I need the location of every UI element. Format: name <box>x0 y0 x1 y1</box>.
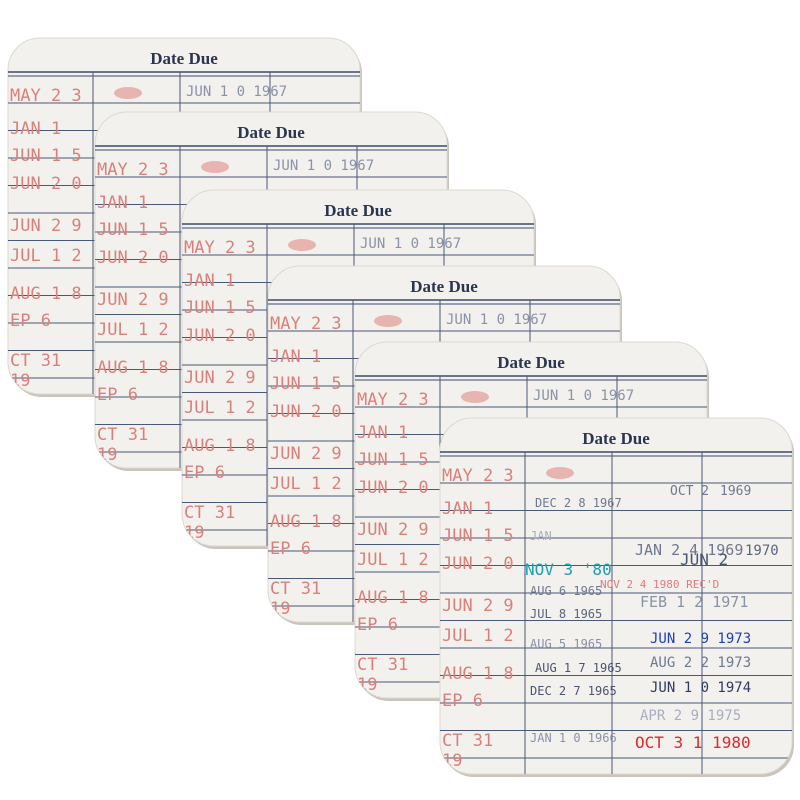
date-stamp: JUN 2 0 <box>357 478 429 498</box>
date-stamp: JUL 1 2 <box>270 474 342 494</box>
date-stamp: JAN 2 4 1969 <box>635 541 743 559</box>
date-stamp: JUN 2 <box>680 550 728 569</box>
date-stamp: CT 31 <box>97 425 148 445</box>
date-stamp: JAN 1 <box>270 347 321 367</box>
coaster: Date Due MAY 2 3 JAN 1 JUN 1 5 JUN 2 0 JUN 2 … <box>439 417 794 777</box>
date-stamp: CT 31 <box>442 731 493 751</box>
date-stamp: JUN 1 0 1967 <box>446 312 547 328</box>
date-stamp: JUN 2 9 <box>97 290 169 310</box>
date-stamp: 1969 <box>720 484 751 499</box>
date-stamp: JUN 2 9 <box>357 520 429 540</box>
card-title: Date Due <box>237 123 305 142</box>
date-stamp: JAN 1 <box>357 423 408 443</box>
date-stamp: JUN 1 0 1967 <box>533 388 634 404</box>
date-stamp: JUL 8 1965 <box>530 607 602 621</box>
date-stamp: EP 6 <box>270 539 311 559</box>
date-stamp: AUG 5 1965 <box>530 637 602 651</box>
date-stamp: JUN 1 5 <box>97 220 169 240</box>
date-stamp: JUN 2 0 <box>270 402 342 422</box>
date-stamp: AUG 1 8 <box>357 588 429 608</box>
date-stamp: AUG 1 8 <box>442 664 514 684</box>
date-stamp: JAN 1 <box>184 271 235 291</box>
date-stamp: CT 31 <box>184 503 235 523</box>
date-stamp: MAY 2 3 <box>357 390 429 410</box>
date-stamp: APR 2 9 1975 <box>640 708 741 724</box>
date-stamp: JUN 1 0 1974 <box>650 680 751 696</box>
date-stamp: JUL 1 2 <box>357 550 429 570</box>
date-stamp: JUN 2 9 <box>184 368 256 388</box>
date-stamp: CT 31 <box>270 579 321 599</box>
date-stamp: JUN 2 9 <box>442 596 514 616</box>
date-stamp: MAY 2 3 <box>97 160 169 180</box>
card-title: Date Due <box>497 353 565 372</box>
date-stamp: JUN 2 0 <box>97 248 169 268</box>
date-stamp: NOV 3 '80 <box>525 560 612 579</box>
date-stamp: EP 6 <box>357 615 398 635</box>
coaster-content: Date Due MAY 2 3 JAN 1 JUN 1 5 JUN 2 0 JUN 2 … <box>440 429 792 774</box>
date-stamp: AUG 1 8 <box>97 358 169 378</box>
date-stamp: EP 6 <box>442 691 483 711</box>
date-stamp: JUN 2 9 <box>270 444 342 464</box>
date-stamp: JUN 1 0 1967 <box>273 158 374 174</box>
date-stamp: JUN 2 9 <box>10 216 82 236</box>
date-stamp: JAN 1 0 1966 <box>530 731 617 745</box>
card-title: Date Due <box>410 277 478 296</box>
date-stamp: EP 6 <box>97 385 138 405</box>
date-stamp: MAY 2 3 <box>270 314 342 334</box>
date-stamp: FEB 1 2 1971 <box>640 593 748 611</box>
date-stamp: JAN 1 <box>442 499 493 519</box>
date-stamp: JUL 1 2 <box>184 398 256 418</box>
date-stamp: JUN 1 5 <box>184 298 256 318</box>
date-stamp: JUL 1 2 <box>10 246 82 266</box>
date-stamp: JAN <box>530 529 552 543</box>
date-stamp: AUG 2 2 1973 <box>650 655 751 671</box>
date-stamp: JUL 1 2 <box>97 320 169 340</box>
ink-smudge <box>546 467 574 479</box>
date-stamp: JUN 2 0 <box>10 174 82 194</box>
date-stamp: JAN 1 <box>97 193 148 213</box>
date-stamp: JUN 1 5 <box>270 374 342 394</box>
date-stamp: JUN 2 0 <box>442 554 514 574</box>
date-stamp: JUN 1 0 1967 <box>186 84 287 100</box>
date-stamp: AUG 6 1965 <box>530 584 602 598</box>
date-stamp: AUG 1 8 <box>10 284 82 304</box>
date-stamp: DEC 2 8 1967 <box>535 496 622 510</box>
card-title: Date Due <box>582 429 650 448</box>
date-stamp: AUG 1 8 <box>270 512 342 532</box>
ink-smudge <box>374 315 402 327</box>
ink-smudge <box>114 87 142 99</box>
date-stamp: EP 6 <box>10 311 51 331</box>
date-stamp: JUN 1 5 <box>442 526 514 546</box>
date-stamp: EP 6 <box>184 463 225 483</box>
date-stamp: MAY 2 3 <box>184 238 256 258</box>
date-stamp: JUN 2 0 <box>184 326 256 346</box>
ink-smudge <box>201 161 229 173</box>
date-stamp: JUN 1 5 <box>357 450 429 470</box>
date-stamp: MAY 2 3 <box>442 466 514 486</box>
date-stamp: NOV 2 4 1980 REC'D <box>600 578 719 591</box>
coaster-face <box>439 417 793 775</box>
date-stamp: JUL 1 2 <box>442 626 514 646</box>
ink-smudge <box>288 239 316 251</box>
date-stamp: 1970 <box>745 543 779 559</box>
date-stamp: JUN 1 0 1967 <box>360 236 461 252</box>
card-title: Date Due <box>324 201 392 220</box>
date-stamp: AUG 1 7 1965 <box>535 661 622 675</box>
date-stamp: JUN 1 5 <box>10 146 82 166</box>
date-stamp: DEC 2 7 1965 <box>530 684 617 698</box>
card-title: Date Due <box>150 49 218 68</box>
date-stamp: JAN 1 <box>10 119 61 139</box>
date-stamp: AUG 1 8 <box>184 436 256 456</box>
date-stamp: JUN 2 9 1973 <box>650 631 751 647</box>
ink-smudge <box>461 391 489 403</box>
date-stamp: MAY 2 3 <box>10 86 82 106</box>
date-stamp: OCT 2 <box>670 484 709 499</box>
date-stamp: OCT 3 1 1980 <box>635 733 751 752</box>
date-stamp: CT 31 <box>10 351 61 371</box>
date-stamp: CT 31 <box>357 655 408 675</box>
